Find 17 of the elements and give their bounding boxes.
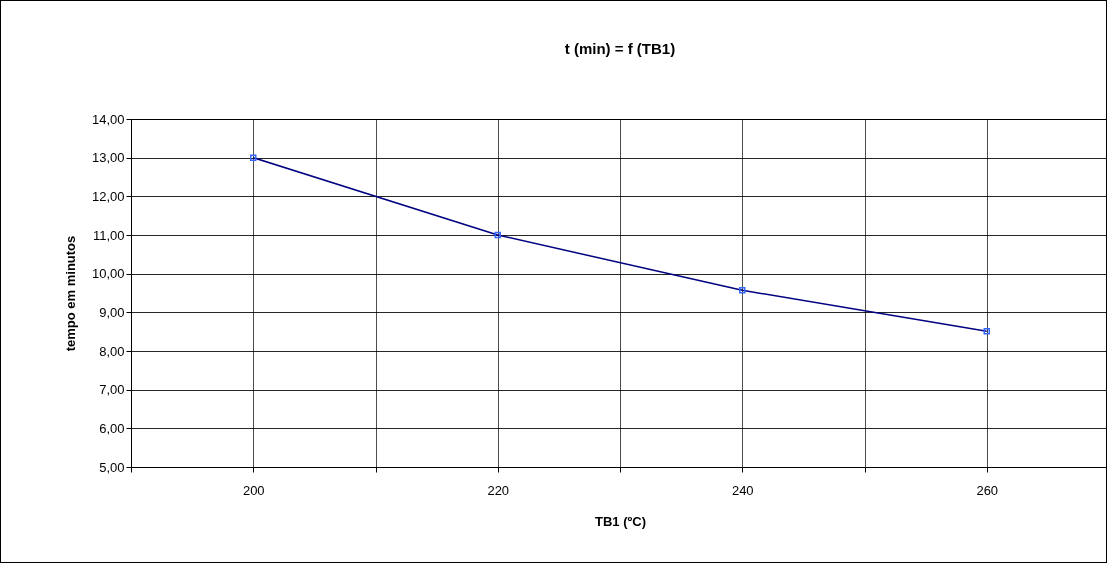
x-tick-label: 260 (976, 482, 999, 498)
y-tick-label: 12,00 (91, 188, 125, 204)
y-tick-label: 7,00 (99, 382, 125, 398)
y-tick-label: 10,00 (91, 266, 125, 282)
x-axis-title: TB1 (ºC) (595, 513, 646, 529)
chart-title: t (min) = f (TB1) (564, 40, 676, 57)
x-tick-label: 240 (731, 482, 754, 498)
y-tick-label: 8,00 (99, 343, 125, 359)
y-axis-title: tempo em minutos (62, 235, 78, 352)
x-tick-label: 220 (487, 482, 510, 498)
y-tick-label: 14,00 (91, 111, 125, 127)
y-tick-label: 5,00 (99, 459, 125, 475)
y-tick-label: 13,00 (91, 150, 125, 166)
y-tick-label: 11,00 (92, 227, 125, 243)
x-tick-label: 200 (242, 482, 265, 498)
y-tick-label: 9,00 (99, 304, 125, 320)
y-tick-label: 6,00 (99, 420, 125, 436)
